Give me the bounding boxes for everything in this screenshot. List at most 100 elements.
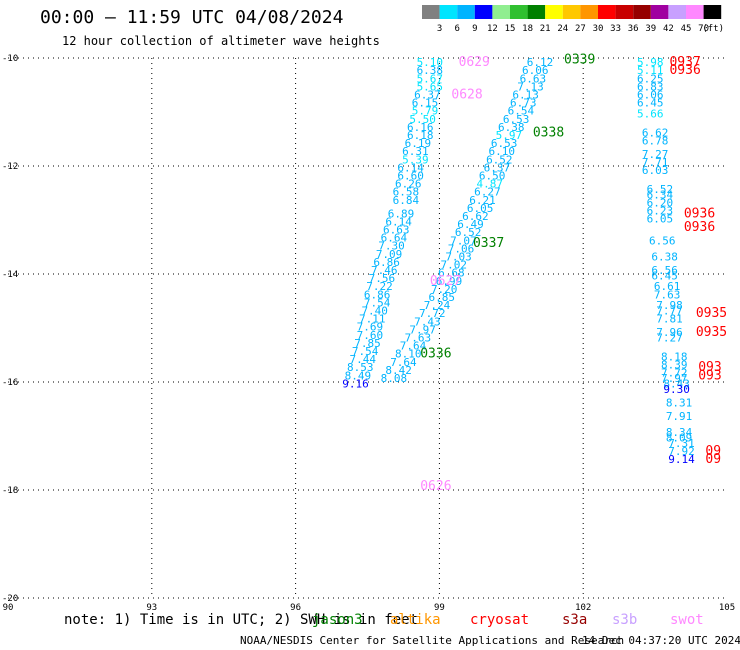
y-tick-label: -12 (2, 162, 18, 172)
pass-time-label: 0936 (684, 220, 715, 235)
data-point-label: 9.14 (668, 453, 695, 466)
data-point-label: 6.12 (527, 56, 554, 69)
data-point-label: 5.98 (637, 56, 664, 69)
pass-time-label: 0336 (420, 347, 451, 362)
data-point-label: 5.67 (417, 72, 444, 85)
data-point-label: 6.31 (402, 145, 429, 158)
data-point-label: 7.03 (445, 251, 472, 264)
colorbar-swatch (457, 5, 475, 19)
data-point-label: 7.06 (448, 242, 475, 255)
data-point-label: 7.13 (517, 80, 544, 93)
data-point-label: 6.99 (436, 275, 463, 288)
colorbar-swatch (510, 5, 528, 19)
data-point-label: 7.56 (369, 272, 396, 285)
colorbar-swatch (439, 5, 458, 19)
data-point-label: 6.23 (647, 205, 674, 218)
colorbar-label: 39 (645, 24, 656, 34)
data-point-label: 6.52 (647, 183, 674, 196)
data-point-label: 9.30 (663, 383, 690, 396)
x-tick-label: 93 (146, 603, 157, 613)
data-point-label: 6.63 (520, 72, 547, 85)
data-point-label: 7.40 (361, 305, 388, 318)
data-point-label: 6.06 (522, 64, 549, 77)
data-point-label: 6.53 (491, 137, 518, 150)
colorbar-label: 33 (610, 24, 621, 34)
mission-legend-item: jason3 (312, 612, 363, 628)
chart-subtitle: 12 hour collection of altimeter wave hei… (62, 34, 380, 48)
data-point-label: 6.83 (637, 80, 664, 93)
data-point-label: 6.34 (647, 188, 674, 201)
data-points: 5.106.385.675.656.376.155.795.506.166.18… (342, 52, 727, 494)
data-point-label: 6.16 (407, 121, 434, 134)
footer-datestamp: 14 Dec 04:37:20 UTC 2024 (582, 634, 740, 647)
data-point-label: 6.89 (388, 207, 415, 220)
data-point-label: 7.64 (400, 340, 427, 353)
data-point-label: 6.56 (651, 264, 678, 277)
data-point-label: 8.18 (661, 350, 688, 363)
data-point-label: 7.71 (642, 156, 669, 169)
data-point-label: 6.10 (488, 145, 515, 158)
data-point-label: 6.25 (637, 72, 664, 85)
data-point-label: 6.14 (385, 215, 412, 228)
data-point-label: 6.68 (438, 267, 465, 280)
mission-legend-item: s3b (612, 612, 638, 628)
chart-axes: 90 93 96 99 102 105 -10 -12 -14 -16 -18 -20 (2, 54, 735, 613)
pass-time-label: 09 (705, 452, 721, 467)
y-tick-label: -10 (2, 54, 18, 64)
data-point-label: 6.06 (637, 89, 664, 102)
pass-time-label: 0628 (451, 88, 482, 103)
data-point-label: 5.97 (496, 129, 523, 142)
colorbar-swatch (668, 5, 686, 19)
data-point-label: 7.60 (357, 329, 384, 342)
data-point-label: 5.39 (402, 153, 429, 166)
data-point-label: 6.61 (654, 280, 681, 293)
data-point-label: 6.26 (395, 178, 422, 191)
data-point-label: 6.38 (417, 64, 444, 77)
data-point-label: 8.10 (395, 348, 422, 361)
data-point-label: 7.54 (352, 345, 379, 358)
colorbar-swatch (703, 5, 722, 19)
data-point-label: 7.22 (366, 280, 393, 293)
mission-legend-item: cryosat (470, 612, 530, 628)
data-point-label: 6.45 (637, 97, 664, 110)
colorbar-label: 9 (472, 24, 477, 34)
data-point-label: 7.44 (349, 353, 376, 366)
data-point-label: 7.69 (357, 321, 384, 334)
data-point-label: 6.27 (474, 186, 501, 199)
colorbar-swatch (633, 5, 651, 19)
data-point-label: 8.53 (347, 361, 374, 374)
data-point-label: 7.24 (424, 299, 451, 312)
data-point-label: 7.91 (666, 410, 693, 423)
colorbar-label: 24 (557, 24, 568, 34)
data-point-label: 6.05 (467, 202, 494, 215)
data-point-label: 7.92 (668, 445, 695, 458)
colorbar-label: 3 (437, 24, 442, 34)
data-point-label: 7.30 (378, 240, 405, 253)
pass-time-label: 0626 (420, 479, 451, 494)
data-point-label: 8.39 (661, 359, 688, 372)
data-point-label: 6.73 (510, 97, 537, 110)
data-point-label: 7.64 (390, 356, 417, 369)
data-point-label: 6.21 (469, 194, 496, 207)
colorbar-label: 30 (593, 24, 604, 34)
data-point-label: 6.19 (405, 137, 432, 150)
data-point-label: 6.56 (649, 234, 676, 247)
data-point-label: 7.02 (441, 259, 468, 272)
data-point-label: 6.86 (364, 288, 391, 301)
data-point-label: 6.13 (512, 89, 539, 102)
x-tick-label: 102 (575, 603, 591, 613)
data-point-label: 7.27 (656, 332, 683, 345)
data-point-label: 7.31 (668, 437, 695, 450)
data-point-label: 6.38 (651, 251, 678, 264)
data-point-label: 6.53 (503, 113, 530, 126)
colorbar-swatch (492, 5, 510, 19)
data-point-label: 8.34 (666, 426, 693, 439)
y-tick-label: -18 (2, 486, 18, 496)
y-tick-label: -16 (2, 378, 18, 388)
mission-legend-item: altika (390, 612, 441, 628)
x-tick-label: 90 (3, 603, 14, 613)
data-point-label: 7.72 (661, 367, 688, 380)
data-point-label: 5.10 (417, 56, 444, 69)
colorbar-label: 27 (575, 24, 586, 34)
mission-legend-item: s3a (562, 612, 588, 628)
